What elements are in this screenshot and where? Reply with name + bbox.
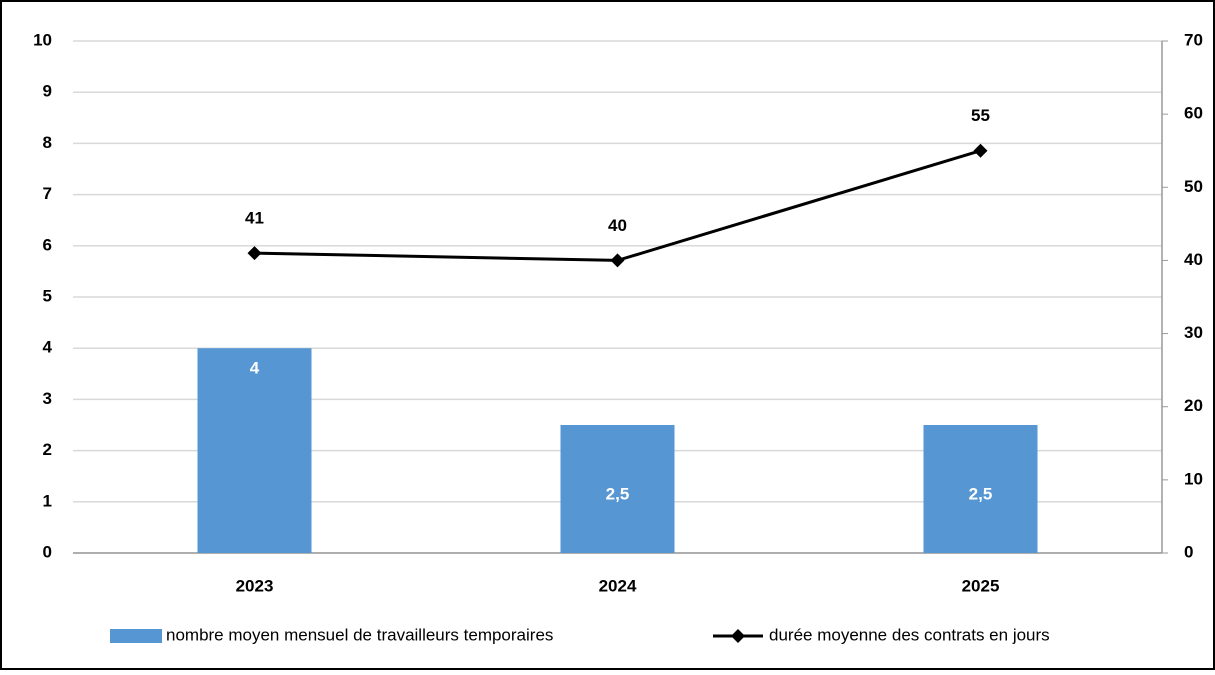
bar-value-label: 2,5 [969,484,993,503]
y-tick-label: 3 [43,389,52,408]
y2-tick-label: 70 [1184,30,1203,49]
y2-tick-label: 30 [1184,323,1203,342]
y2-tick-label: 10 [1184,469,1203,488]
y-tick-label: 2 [43,440,52,459]
y-tick-label: 5 [43,286,52,305]
y2-tick-label: 60 [1184,104,1203,123]
y-tick-label: 1 [43,491,52,510]
bar [923,425,1038,553]
legend-label: nombre moyen mensuel de travailleurs tem… [166,625,553,644]
bar-value-label: 4 [250,359,260,378]
legend-label: durée moyenne des contrats en jours [769,625,1050,644]
line-marker [973,143,988,158]
bar [560,425,675,553]
bar-value-label: 2,5 [606,484,630,503]
y-tick-label: 7 [43,184,52,203]
y2-tick-label: 50 [1184,177,1203,196]
legend-swatch [110,629,162,643]
line-value-label: 55 [971,106,990,125]
line-value-label: 40 [608,216,627,235]
y2-tick-label: 0 [1184,542,1193,561]
x-tick-label: 2024 [599,576,637,595]
x-tick-label: 2023 [236,576,274,595]
y2-tick-label: 40 [1184,250,1203,269]
y-tick-label: 4 [43,338,53,357]
line-marker [610,253,625,268]
y2-tick-label: 20 [1184,396,1203,415]
y-tick-label: 8 [43,133,52,152]
line-value-label: 41 [245,209,264,228]
bar [197,348,312,553]
line-marker [247,246,262,261]
y-tick-label: 6 [43,235,52,254]
x-tick-label: 2025 [962,576,1000,595]
y-tick-label: 10 [33,30,52,49]
legend-marker [731,629,745,643]
y-tick-label: 0 [43,542,52,561]
y-tick-label: 9 [43,82,52,101]
